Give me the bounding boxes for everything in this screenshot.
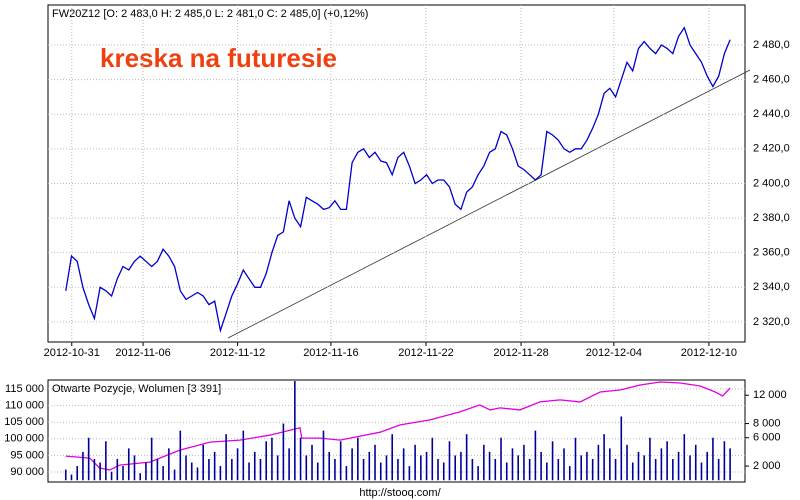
annotation: kreska na futuresie bbox=[100, 43, 337, 73]
x-tick-label: 2012-11-12 bbox=[210, 347, 265, 359]
data-line bbox=[65, 26, 731, 334]
y-tick-label: 95 000 bbox=[10, 449, 44, 461]
x-tick-label: 2012-11-16 bbox=[303, 347, 358, 359]
y-tick-label: 2 380,0 bbox=[753, 212, 790, 224]
y-tick-label: 2 320,0 bbox=[753, 316, 790, 328]
y-tick-label: 2 420,0 bbox=[753, 143, 790, 155]
panel-title: Otwarte Pozycje, Wolumen [3 391] bbox=[52, 383, 221, 395]
x-tick-label: 2012-11-06 bbox=[115, 347, 170, 359]
y2-tick-label: 6 000 bbox=[753, 432, 781, 444]
y-tick-label: 2 400,0 bbox=[753, 177, 790, 189]
x-tick-label: 2012-12-10 bbox=[681, 347, 737, 359]
volume-panel bbox=[47, 379, 746, 483]
y2-tick-label: 8 000 bbox=[753, 417, 781, 429]
y-tick-label: 2 440,0 bbox=[753, 108, 790, 120]
y-tick-label: 2 460,0 bbox=[753, 74, 790, 86]
y-tick-label: 115 000 bbox=[5, 383, 44, 395]
chart-title: FW20Z12 [O: 2 483,0 H: 2 485,0 L: 2 481,… bbox=[52, 8, 368, 20]
price-panel bbox=[47, 4, 746, 343]
y-tick-label: 2 340,0 bbox=[753, 281, 790, 293]
y-tick-label: 110 000 bbox=[5, 399, 44, 411]
y2-tick-label: 12 000 bbox=[753, 389, 787, 401]
y-tick-label: 2 480,0 bbox=[753, 39, 790, 51]
y-tick-label: 90 000 bbox=[10, 466, 44, 478]
x-tick-label: 2012-11-22 bbox=[398, 347, 453, 359]
data-line bbox=[65, 381, 731, 471]
y2-tick-label: 2 000 bbox=[753, 460, 781, 472]
y-tick-label: 2 360,0 bbox=[753, 247, 790, 259]
x-tick-label: 2012-12-04 bbox=[586, 347, 642, 359]
x-tick-label: 2012-11-28 bbox=[493, 347, 548, 359]
footer: http://stooq.com/ bbox=[359, 487, 441, 499]
y-tick-label: 100 000 bbox=[4, 433, 44, 445]
x-tick-label: 2012-10-31 bbox=[44, 347, 100, 359]
y-tick-label: 105 000 bbox=[4, 416, 44, 428]
